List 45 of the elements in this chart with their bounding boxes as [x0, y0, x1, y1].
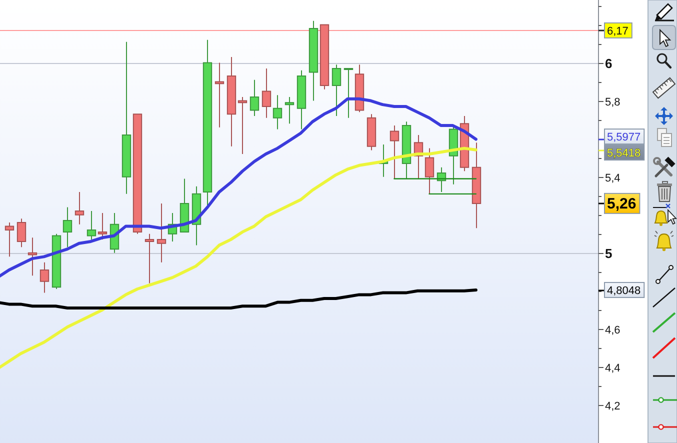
- candlestick: [424, 148, 434, 194]
- candlestick: [214, 62, 224, 128]
- candlestick: [122, 41, 132, 194]
- candlestick: [344, 68, 354, 118]
- candlestick: [238, 96, 248, 155]
- candlestick: [4, 222, 14, 258]
- candlestick: [402, 121, 412, 180]
- candlestick: [40, 262, 50, 294]
- candlestick: [390, 124, 400, 180]
- candlestick: [296, 70, 306, 130]
- candlestick: [156, 202, 166, 263]
- y-tick-label: 5: [605, 246, 612, 262]
- candlestick: [272, 94, 282, 130]
- candlestick: [226, 56, 236, 147]
- candlestick: [250, 79, 260, 116]
- text: 5,5418: [607, 147, 641, 160]
- candlestick: [86, 210, 96, 240]
- candlestick: [262, 68, 272, 118]
- candlestick: [202, 39, 212, 206]
- candlestick: [52, 233, 62, 290]
- text: 4,8048: [607, 284, 641, 297]
- text: 5,5977: [607, 131, 641, 144]
- candlestick: [132, 114, 142, 234]
- candlestick: [308, 20, 318, 102]
- candlestick: [472, 142, 482, 229]
- candlestick: [448, 124, 458, 185]
- candlestick: [16, 218, 26, 248]
- candlestick: [332, 64, 342, 116]
- candlestick: [354, 64, 364, 113]
- y-tick-label: 4,2: [605, 400, 620, 412]
- y-tick-label: 6: [605, 56, 612, 72]
- candlestick: [320, 24, 330, 90]
- y-tick-label: 5,4: [605, 172, 620, 184]
- candlestick: [98, 212, 108, 240]
- candlestick: [74, 192, 84, 225]
- ref-line-label: 6,17: [607, 25, 628, 38]
- y-tick-label: 5,8: [605, 96, 620, 108]
- y-tick-label: 4,4: [605, 362, 620, 374]
- candlestick: [62, 206, 72, 248]
- candlestick: [28, 237, 38, 276]
- y-tick-label: 4,6: [605, 324, 620, 336]
- candlestick: [366, 114, 376, 151]
- text: 5,26: [607, 196, 636, 213]
- candlestick: [144, 233, 154, 284]
- candlestick: [284, 96, 294, 124]
